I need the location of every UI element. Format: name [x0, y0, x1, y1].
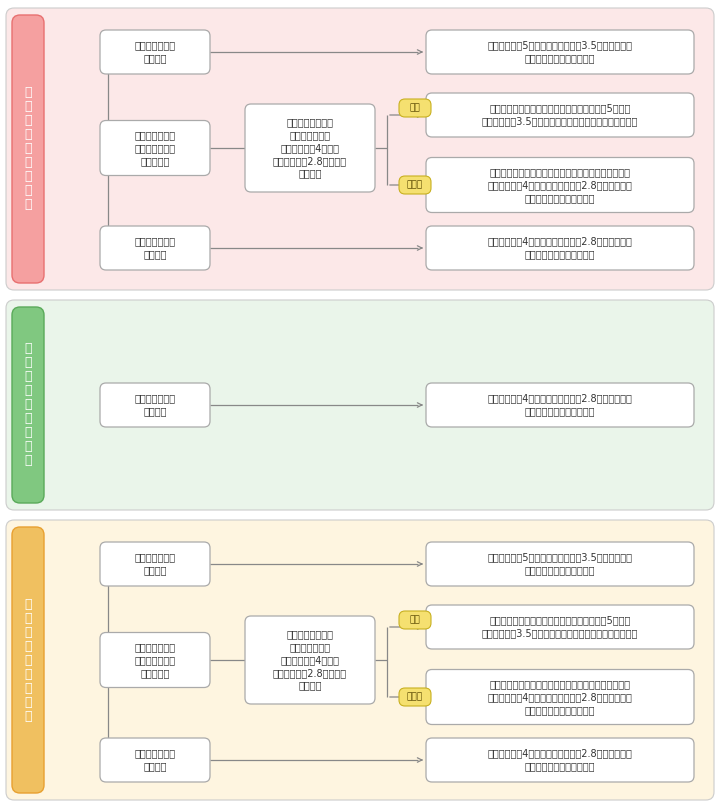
Text: 所得税の場合4万円・住民税の場合2.8万円を限度に
控除する（新制度を適用）: 所得税の場合4万円・住民税の場合2.8万円を限度に 控除する（新制度を適用）	[487, 394, 632, 416]
FancyBboxPatch shape	[12, 307, 44, 503]
Text: 旧制度適用契約と新制度適用契約の控除額の合計で、
所得税の場合4万円・住民税の場合2.8万円を限度に
控除する（新制度を適用）: 旧制度適用契約と新制度適用契約の控除額の合計で、 所得税の場合4万円・住民税の場…	[487, 680, 632, 714]
FancyBboxPatch shape	[399, 99, 431, 117]
Text: 旧制度適用契約のみを選択し、所得税の場合5万円・
住民税の場合3.5万円を限度に控除する（旧制度を適用）: 旧制度適用契約のみを選択し、所得税の場合5万円・ 住民税の場合3.5万円を限度に…	[482, 104, 638, 126]
FancyBboxPatch shape	[100, 383, 210, 427]
Text: 新制度適用契約
のみ加入: 新制度適用契約 のみ加入	[135, 237, 176, 259]
Text: いいえ: いいえ	[407, 693, 423, 701]
FancyBboxPatch shape	[100, 30, 210, 74]
FancyBboxPatch shape	[100, 738, 210, 782]
FancyBboxPatch shape	[426, 383, 694, 427]
Text: 介
護
医
療
保
険
料
控
除: 介 護 医 療 保 険 料 控 除	[24, 343, 32, 467]
FancyBboxPatch shape	[6, 300, 714, 510]
Text: 所得税の場合4万円・住民税の場合2.8万円を限度に
控除する（新制度を適用）: 所得税の場合4万円・住民税の場合2.8万円を限度に 控除する（新制度を適用）	[487, 748, 632, 771]
FancyBboxPatch shape	[426, 226, 694, 270]
FancyBboxPatch shape	[245, 616, 375, 704]
FancyBboxPatch shape	[426, 93, 694, 137]
FancyBboxPatch shape	[399, 611, 431, 629]
Text: 新制度適用契約
のみ加入: 新制度適用契約 のみ加入	[135, 748, 176, 771]
Text: 所得税の場合5万円・住民税の場合3.5万円を限度に
控除する（旧制度を適用）: 所得税の場合5万円・住民税の場合3.5万円を限度に 控除する（旧制度を適用）	[487, 552, 632, 575]
FancyBboxPatch shape	[100, 542, 210, 586]
Text: 旧制度適用契約と新制度適用契約の控除額の合計で、
所得税の場合4万円・住民税の場合2.8万円を限度に
控除する（新制度を適用）: 旧制度適用契約と新制度適用契約の控除額の合計で、 所得税の場合4万円・住民税の場…	[487, 167, 632, 202]
Text: 旧制度適用契約の
保険料控除額が
所得税の場合4万円・
住民税の場合2.8万円以上
ですか？: 旧制度適用契約の 保険料控除額が 所得税の場合4万円・ 住民税の場合2.8万円以…	[273, 117, 347, 178]
Text: はい: はい	[410, 104, 420, 113]
FancyBboxPatch shape	[426, 738, 694, 782]
FancyBboxPatch shape	[426, 670, 694, 724]
FancyBboxPatch shape	[100, 121, 210, 176]
FancyBboxPatch shape	[12, 527, 44, 793]
Text: 所得税の場合5万円・住民税の場合3.5万円を限度に
控除する（旧制度を適用）: 所得税の場合5万円・住民税の場合3.5万円を限度に 控除する（旧制度を適用）	[487, 40, 632, 63]
FancyBboxPatch shape	[426, 605, 694, 649]
FancyBboxPatch shape	[100, 633, 210, 688]
FancyBboxPatch shape	[399, 176, 431, 194]
Text: 旧制度適用契約
のみ加入: 旧制度適用契約 のみ加入	[135, 40, 176, 63]
Text: 旧制度適用契約
のみ加入: 旧制度適用契約 のみ加入	[135, 552, 176, 575]
FancyBboxPatch shape	[6, 520, 714, 800]
Text: 一
般
生
命
保
険
料
控
除: 一 般 生 命 保 険 料 控 除	[24, 87, 32, 211]
Text: 所得税の場合4万円・住民税の場合2.8万円を限度に
控除する（新制度を適用）: 所得税の場合4万円・住民税の場合2.8万円を限度に 控除する（新制度を適用）	[487, 237, 632, 259]
FancyBboxPatch shape	[399, 688, 431, 706]
FancyBboxPatch shape	[12, 15, 44, 283]
Text: 旧制度適用契約
新制度適用契約
両方に加入: 旧制度適用契約 新制度適用契約 両方に加入	[135, 642, 176, 678]
FancyBboxPatch shape	[426, 30, 694, 74]
FancyBboxPatch shape	[426, 542, 694, 586]
FancyBboxPatch shape	[245, 104, 375, 192]
Text: 新制度適用契約
のみ加入: 新制度適用契約 のみ加入	[135, 394, 176, 416]
FancyBboxPatch shape	[426, 157, 694, 212]
FancyBboxPatch shape	[100, 226, 210, 270]
Text: 旧制度適用契約
新制度適用契約
両方に加入: 旧制度適用契約 新制度適用契約 両方に加入	[135, 130, 176, 166]
Text: いいえ: いいえ	[407, 181, 423, 190]
FancyBboxPatch shape	[6, 8, 714, 290]
Text: 旧制度適用契約のみを選択し、所得税の場合5万円・
住民税の場合3.5万円を限度に控除する（旧制度を適用）: 旧制度適用契約のみを選択し、所得税の場合5万円・ 住民税の場合3.5万円を限度に…	[482, 616, 638, 638]
Text: 旧制度適用契約の
保険料控除額が
所得税の場合4万円・
住民税の場合2.8万円以上
ですか？: 旧制度適用契約の 保険料控除額が 所得税の場合4万円・ 住民税の場合2.8万円以…	[273, 629, 347, 691]
Text: はい: はい	[410, 616, 420, 625]
Text: 個
人
年
金
保
険
料
控
除: 個 人 年 金 保 険 料 控 除	[24, 598, 32, 723]
